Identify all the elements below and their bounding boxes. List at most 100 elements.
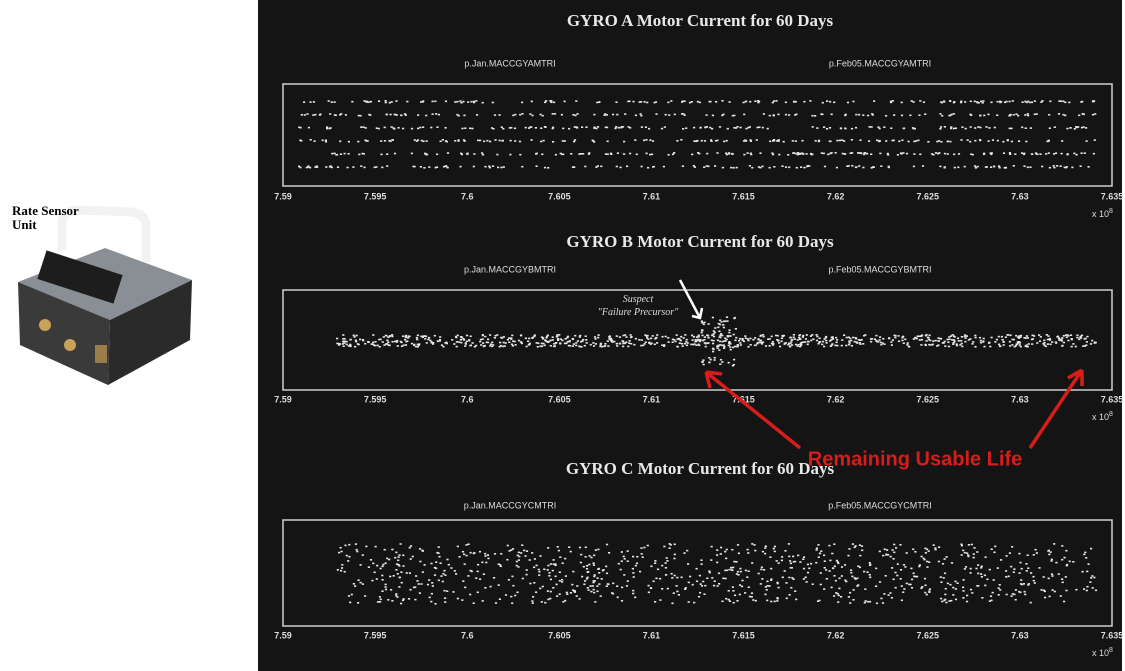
scan-dot [955,127,957,129]
scan-dot [552,128,554,130]
scan-dot [1006,101,1008,103]
scan-dot [387,341,389,343]
scan-dot [370,559,372,561]
scan-dot [434,567,436,569]
scan-dot [810,563,812,565]
scan-dot [864,602,866,604]
scan-dot [338,552,340,554]
scan-dot [833,102,835,104]
scan-dot [1049,596,1051,598]
x-tick-label: 7.61 [643,191,661,201]
scan-dot [521,544,523,546]
scan-dot [879,128,881,130]
series-label: p.Feb05.MACCGYCMTRI [828,500,932,510]
scan-dot [487,554,489,556]
scan-dot [728,599,730,601]
scan-dot [947,341,949,343]
scan-dot [866,153,868,155]
scan-dot [940,576,942,578]
scan-dot [533,582,535,584]
scan-dot [731,549,733,551]
scan-dot [714,332,716,334]
scan-dot [560,153,562,155]
scan-dot [1053,543,1055,545]
scan-dot [702,359,704,361]
scan-dot [797,345,799,347]
scan-dot [511,344,513,346]
scan-dot [1039,153,1041,155]
scan-dot [402,565,404,567]
scan-dot [952,587,954,589]
scan-dot [751,167,753,169]
scan-dot [342,334,344,336]
scan-dot [388,559,390,561]
scan-dot [1069,127,1071,129]
scan-dot [941,601,943,603]
scan-dot [1065,334,1067,336]
scan-dot [553,346,555,348]
scan-dot [372,563,374,565]
scan-dot [402,128,404,130]
scan-dot [650,338,652,340]
scan-dot [701,585,703,587]
scan-dot [1002,339,1004,341]
scan-dot [836,167,838,169]
scan-dot [1038,334,1040,336]
scan-dot [380,154,382,156]
connector [95,345,107,363]
scan-dot [674,575,676,577]
scan-dot [608,552,610,554]
x-tick-label: 7.61 [643,394,661,404]
scan-dot [439,339,441,341]
scan-dot [808,568,810,570]
scan-dot [391,336,393,338]
scan-dot [445,127,447,129]
scan-dot [1002,141,1004,143]
scan-dot [384,140,386,142]
scan-dot [1007,334,1009,336]
scan-dot [703,166,705,168]
scan-dot [540,127,542,129]
scan-dot [946,556,948,558]
scan-dot [686,550,688,552]
scan-dot [823,588,825,590]
scan-dot [646,102,648,104]
scan-dot [1083,588,1085,590]
scan-dot [746,576,748,578]
scan-dot [740,571,742,573]
scan-dot [822,102,824,104]
scan-dot [998,344,1000,346]
scan-dot [1024,591,1026,593]
scan-dot [1012,593,1014,595]
scan-dot [844,153,846,155]
scan-dot [676,334,678,336]
scan-dot [698,596,700,598]
scan-dot [712,343,714,345]
scan-dot [1008,576,1010,578]
scan-dot [960,102,962,104]
scan-dot [547,565,549,567]
scan-dot [801,140,803,142]
scan-dot [926,566,928,568]
scan-dot [973,547,975,549]
scan-dot [411,128,413,130]
scan-dot [715,101,717,103]
scan-dot [1052,589,1054,591]
scan-dot [700,127,702,129]
scan-dot [750,154,752,156]
scan-dot [544,126,546,128]
scan-dot [806,166,808,168]
scan-dot [816,336,818,338]
scan-dot [420,336,422,338]
scan-dot [732,567,734,569]
scan-dot [325,141,327,143]
scan-dot [431,582,433,584]
scan-dot [694,341,696,343]
scan-dot [727,335,729,337]
scan-dot [480,344,482,346]
scan-dot [419,548,421,550]
scan-dot [673,152,675,154]
scan-dot [386,165,388,167]
scan-dot [728,341,730,343]
scan-dot [973,553,975,555]
